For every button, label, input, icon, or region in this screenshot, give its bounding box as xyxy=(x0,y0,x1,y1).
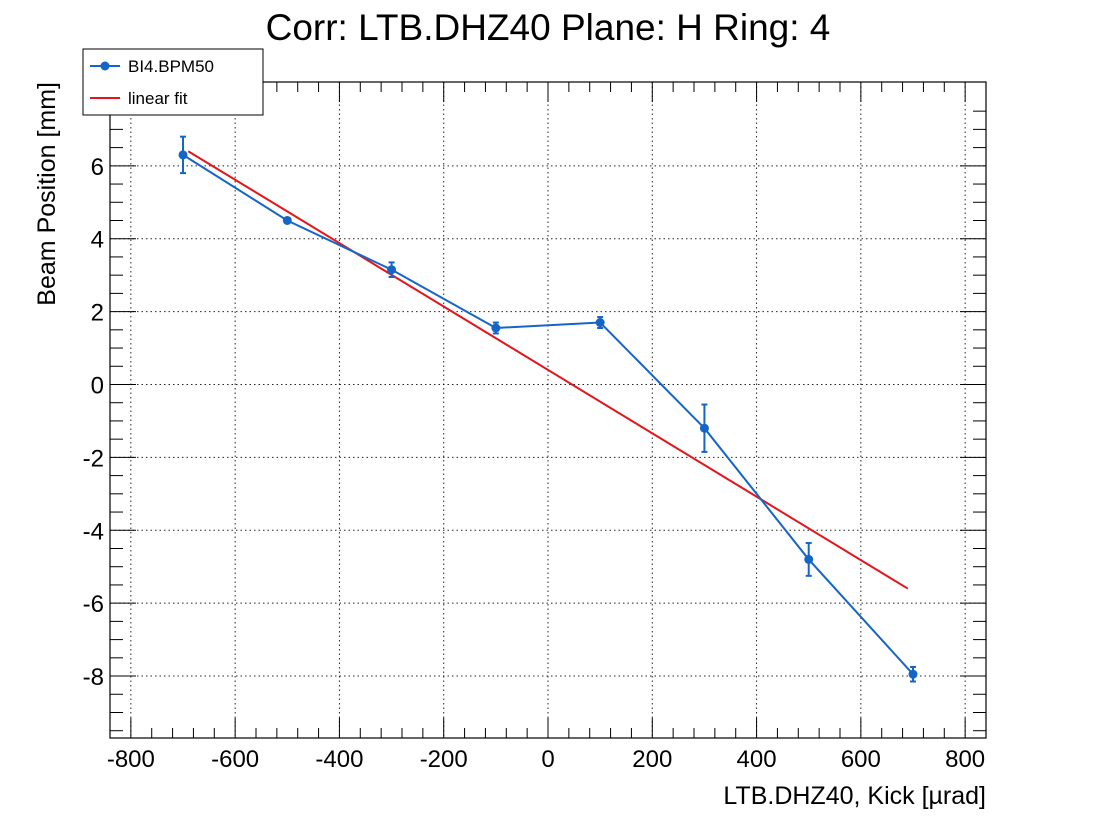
plot-frame xyxy=(109,81,987,739)
x-tick-label: 600 xyxy=(841,746,881,773)
y-tick-label: 4 xyxy=(91,227,104,254)
bpm-series-line xyxy=(182,154,914,675)
y-tick-label: -6 xyxy=(83,591,104,618)
data-point xyxy=(699,423,709,433)
series-layer xyxy=(178,135,918,683)
data-point xyxy=(908,669,918,679)
legend-label-fit: linear fit xyxy=(128,89,188,108)
y-tick-label: -8 xyxy=(83,664,104,691)
fit-line xyxy=(187,150,909,590)
y-tick-label: 6 xyxy=(91,154,104,181)
y-tick-label: 2 xyxy=(91,300,104,327)
y-tick-label: -4 xyxy=(83,518,104,545)
chart-title: Corr: LTB.DHZ40 Plane: H Ring: 4 xyxy=(266,7,831,48)
x-tick-label: 200 xyxy=(632,746,672,773)
data-point xyxy=(595,318,605,328)
y-axis-label: Beam Position [mm] xyxy=(33,82,61,306)
x-tick-label: -200 xyxy=(420,746,468,773)
grid xyxy=(110,82,986,738)
x-tick-label: -400 xyxy=(315,746,363,773)
legend-label-bpm: BI4.BPM50 xyxy=(128,57,214,76)
x-tick-label: 0 xyxy=(541,746,554,773)
x-tick-label: 800 xyxy=(945,746,985,773)
x-axis-label: LTB.DHZ40, Kick [µrad] xyxy=(723,782,986,810)
data-point xyxy=(387,265,397,275)
legend: BI4.BPM50 linear fit xyxy=(82,48,264,116)
x-tick-label: -800 xyxy=(107,746,155,773)
data-point xyxy=(282,215,292,225)
data-point xyxy=(491,323,501,333)
y-tick-label: 0 xyxy=(91,372,104,399)
y-tick-label: -2 xyxy=(83,445,104,472)
data-point xyxy=(178,150,188,160)
axes: -800 -600 -400 -200 0 200 400 600 800 -8 -6 -4 -2 0 2 4… xyxy=(83,82,987,773)
x-tick-label: -600 xyxy=(211,746,259,773)
data-point xyxy=(804,554,814,564)
legend-box xyxy=(82,48,264,116)
x-tick-label: 400 xyxy=(737,746,777,773)
legend-marker-bpm xyxy=(100,61,110,71)
